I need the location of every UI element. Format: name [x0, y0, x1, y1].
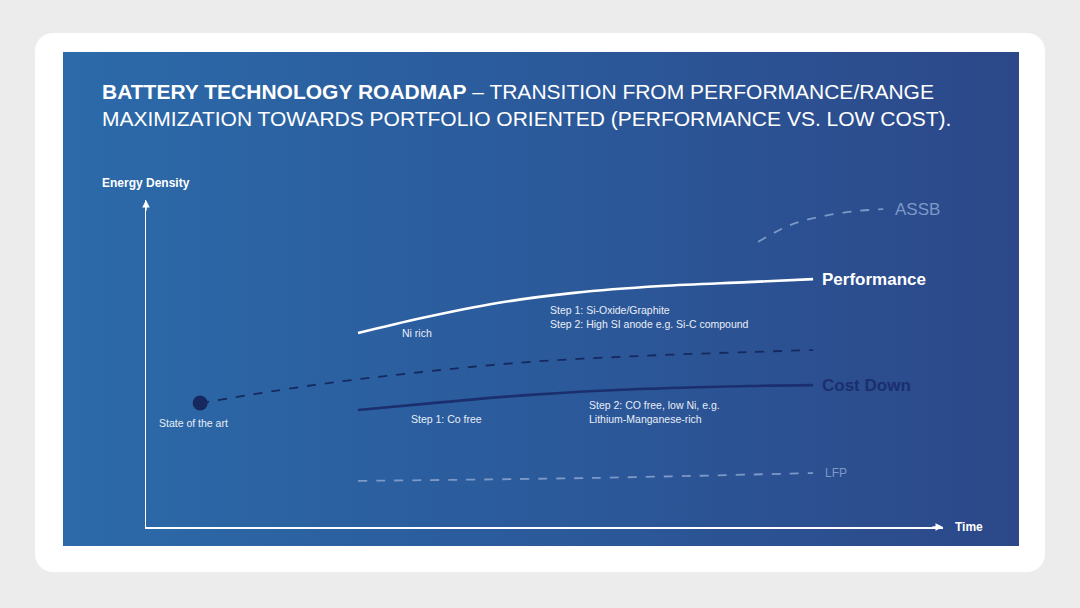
- svg-text:Cost Down: Cost Down: [822, 376, 911, 395]
- svg-text:BATTERY TECHNOLOGY ROADMAP – T: BATTERY TECHNOLOGY ROADMAP – TRANSITION …: [102, 80, 951, 130]
- svg-text:Step 1: Si-Oxide/GraphiteStep: Step 1: Si-Oxide/GraphiteStep 2: High SI…: [550, 304, 749, 330]
- svg-text:LFP: LFP: [825, 466, 847, 480]
- svg-text:Time: Time: [955, 520, 983, 534]
- svg-text:Step 1: Co free: Step 1: Co free: [411, 413, 482, 425]
- svg-text:Ni rich: Ni rich: [402, 327, 432, 339]
- svg-text:ASSB: ASSB: [895, 200, 940, 219]
- svg-text:Performance: Performance: [822, 270, 926, 289]
- svg-text:Energy Density: Energy Density: [102, 176, 190, 190]
- svg-text:Step 2: CO free, low Ni, e.g.L: Step 2: CO free, low Ni, e.g.Lithium-Man…: [589, 399, 720, 425]
- svg-text:State of the art: State of the art: [159, 417, 228, 429]
